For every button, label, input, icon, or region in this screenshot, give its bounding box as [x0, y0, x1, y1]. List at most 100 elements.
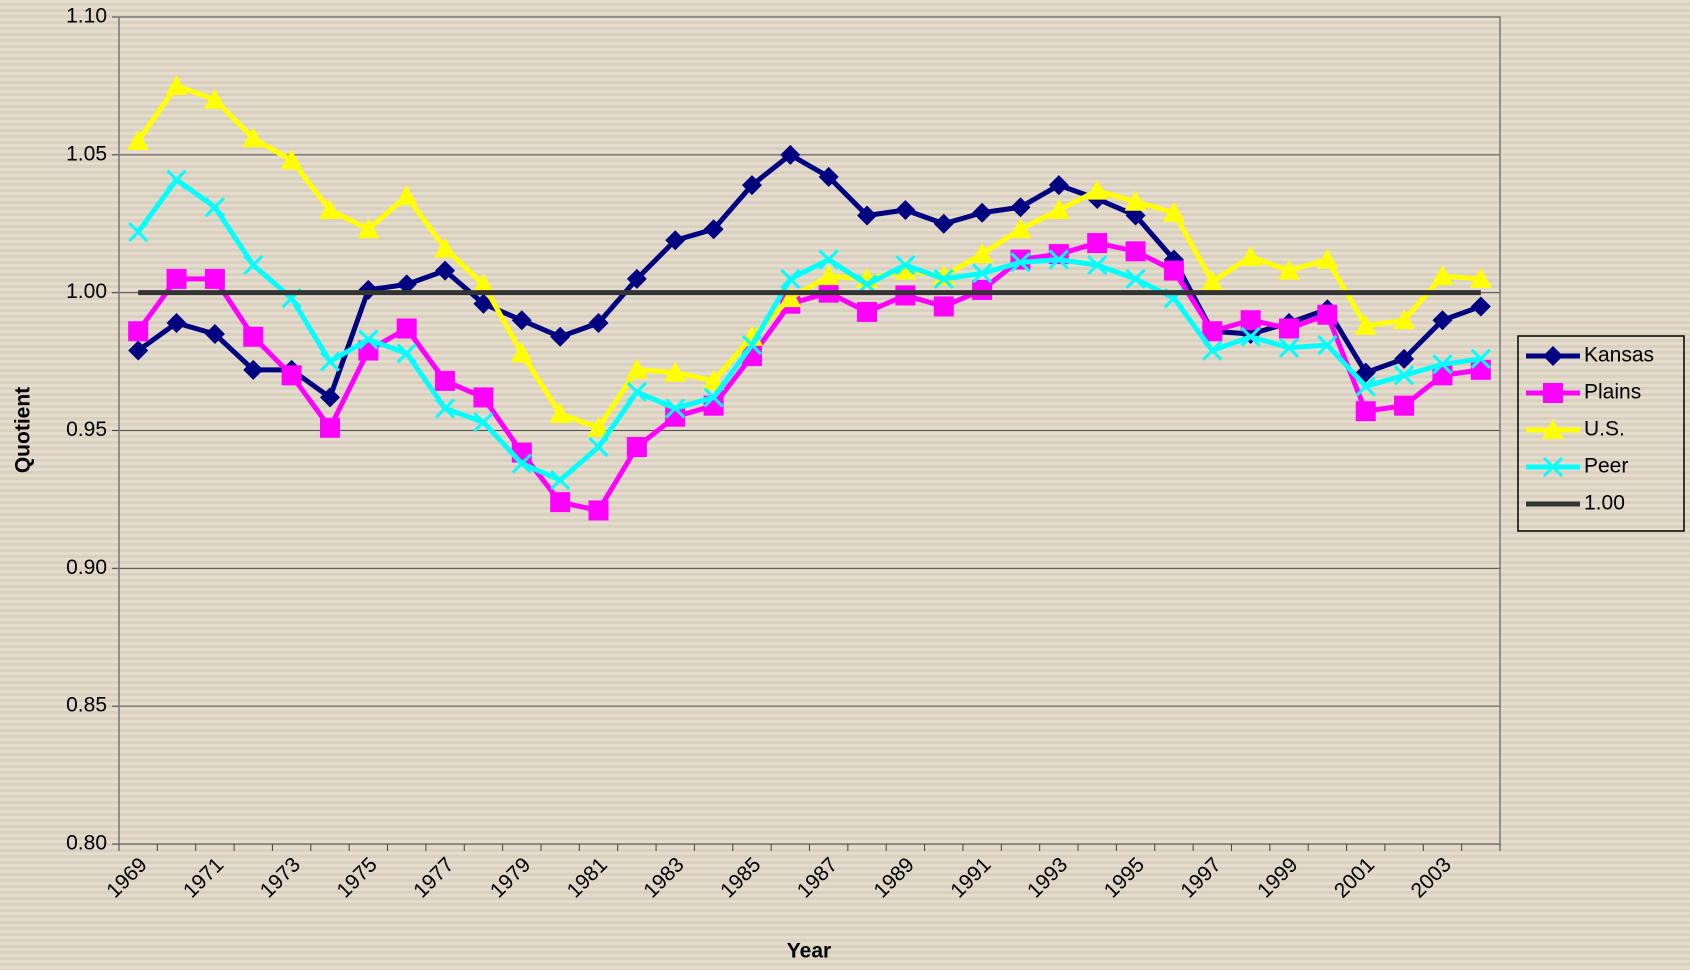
marker — [510, 342, 533, 363]
marker — [243, 359, 264, 380]
marker — [665, 230, 686, 251]
legend-box — [1517, 335, 1685, 532]
marker — [473, 387, 494, 408]
marker — [1432, 354, 1453, 375]
x-tick-label: 1969 — [102, 853, 151, 902]
marker — [1278, 259, 1301, 280]
marker — [1470, 348, 1491, 369]
marker — [626, 381, 647, 402]
marker — [1542, 419, 1564, 439]
legend-label: 1.00 — [1584, 492, 1625, 515]
x-tick-label: 2001 — [1330, 853, 1379, 902]
marker — [434, 237, 457, 258]
marker — [741, 334, 763, 356]
marker — [166, 312, 187, 333]
marker — [1087, 233, 1108, 254]
marker — [473, 293, 494, 314]
marker — [1201, 270, 1224, 291]
marker — [1048, 249, 1069, 270]
x-tick-label: 1975 — [333, 853, 382, 902]
marker — [817, 265, 840, 286]
marker — [703, 387, 724, 408]
marker — [396, 318, 417, 339]
series-3 — [128, 169, 1491, 491]
marker — [1162, 201, 1185, 222]
x-tick-label: 1991 — [946, 853, 995, 902]
marker — [242, 127, 265, 148]
marker — [1431, 265, 1454, 286]
marker — [1278, 337, 1300, 358]
marker — [779, 287, 802, 308]
marker — [972, 202, 993, 223]
marker — [780, 144, 801, 165]
marker — [588, 312, 609, 333]
marker — [587, 416, 610, 437]
marker — [396, 274, 417, 295]
marker — [933, 213, 954, 234]
marker — [473, 412, 494, 433]
marker — [1240, 326, 1261, 347]
marker — [166, 268, 187, 289]
marker — [780, 268, 801, 289]
marker — [511, 310, 532, 331]
marker — [203, 88, 226, 109]
x-tick-label: 1993 — [1023, 853, 1072, 902]
marker — [665, 398, 686, 419]
marker — [1125, 241, 1146, 262]
marker — [550, 470, 571, 491]
x-tick-label: 1973 — [256, 853, 305, 902]
marker — [1010, 252, 1031, 273]
y-tick-label: 0.90 — [66, 556, 107, 579]
x-tick-label: 1981 — [563, 853, 612, 902]
marker — [280, 149, 303, 170]
marker — [895, 199, 916, 220]
legend-label: U.S. — [1584, 418, 1625, 441]
x-tick-label: 1997 — [1176, 853, 1225, 902]
marker — [435, 370, 456, 391]
marker — [243, 255, 264, 276]
y-tick-label: 0.95 — [66, 418, 107, 441]
marker — [1279, 318, 1300, 339]
marker — [818, 249, 839, 270]
marker — [895, 285, 916, 306]
marker — [281, 365, 302, 386]
marker — [1239, 245, 1262, 266]
x-tick-label: 1971 — [179, 853, 228, 902]
marker — [1394, 395, 1415, 416]
y-tick-label: 1.10 — [66, 5, 107, 28]
marker — [894, 259, 917, 280]
x-tick-label: 1985 — [716, 853, 765, 902]
marker — [1543, 383, 1563, 403]
x-tick-label: 2003 — [1407, 853, 1456, 902]
x-tick-label: 1995 — [1100, 853, 1149, 902]
marker — [1394, 348, 1415, 369]
series-line — [136, 152, 1482, 400]
marker — [588, 500, 609, 521]
y-axis-label: Quotient — [12, 387, 35, 473]
marker — [204, 197, 225, 218]
y-tick-label: 1.00 — [66, 280, 107, 303]
marker — [588, 436, 609, 458]
x-tick-label: 1983 — [639, 853, 688, 902]
marker — [1470, 359, 1491, 380]
marker — [165, 74, 188, 95]
marker — [395, 185, 418, 206]
marker — [1543, 346, 1563, 366]
y-tick-label: 0.85 — [66, 694, 107, 717]
marker — [703, 219, 724, 240]
x-tick-label: 1987 — [793, 853, 842, 902]
marker — [319, 387, 340, 408]
marker — [1355, 401, 1376, 422]
marker — [435, 398, 456, 419]
marker — [243, 326, 264, 347]
legend-label: Kansas — [1584, 344, 1654, 367]
marker — [549, 402, 572, 423]
marker — [472, 273, 495, 294]
marker — [396, 343, 417, 364]
marker — [1469, 267, 1492, 288]
marker — [1316, 248, 1339, 269]
marker — [1047, 198, 1070, 219]
marker — [358, 329, 379, 350]
y-tick-label: 1.05 — [66, 142, 107, 165]
